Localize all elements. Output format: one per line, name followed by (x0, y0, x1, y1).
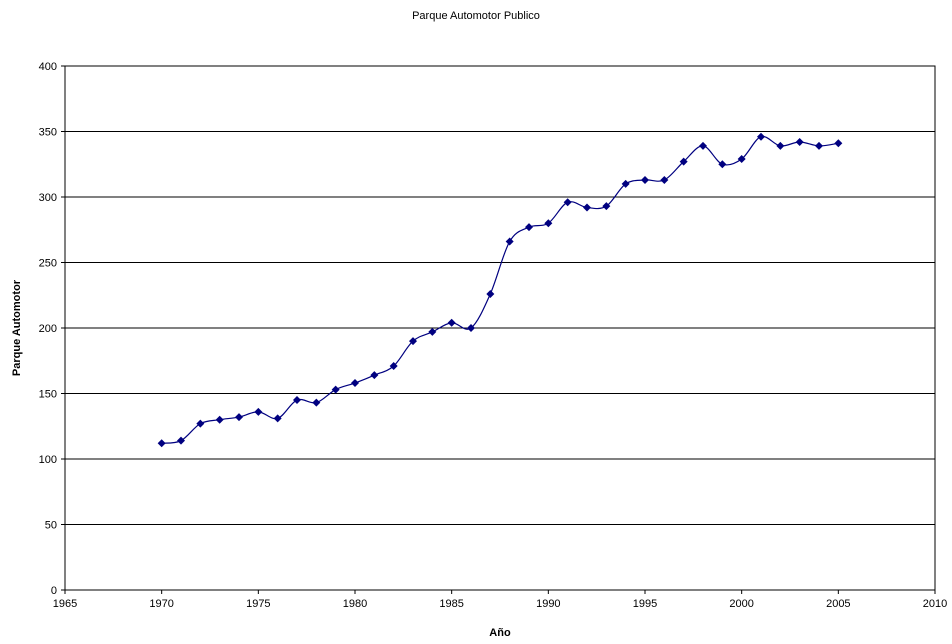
data-point (795, 137, 804, 146)
data-point (834, 139, 843, 148)
data-point (563, 198, 572, 207)
data-point (505, 237, 514, 246)
data-point (815, 141, 823, 150)
data-point (428, 327, 437, 336)
x-tick-label: 2010 (923, 598, 947, 610)
x-tick-label: 2005 (826, 598, 850, 610)
data-point (776, 141, 785, 150)
data-point (235, 413, 243, 422)
data-point (196, 419, 205, 428)
data-point (699, 141, 707, 150)
data-point (583, 203, 591, 212)
y-tick-label: 400 (39, 61, 57, 73)
data-point (641, 175, 649, 184)
y-tick-label: 150 (39, 389, 57, 401)
y-tick-label: 50 (45, 520, 57, 532)
data-point (157, 439, 166, 448)
x-tick-label: 2000 (729, 598, 753, 610)
data-point (525, 223, 533, 232)
data-point (737, 155, 746, 164)
data-point (544, 219, 553, 228)
data-point (331, 385, 340, 394)
data-point (621, 179, 630, 188)
data-point (679, 157, 688, 166)
data-point (757, 132, 765, 141)
x-tick-label: 1975 (246, 598, 270, 610)
x-tick-label: 1995 (633, 598, 657, 610)
chart-title: Parque Automotor Publico (412, 10, 540, 22)
data-point (215, 415, 224, 424)
data-point (312, 398, 321, 407)
data-point (389, 361, 398, 370)
data-point (718, 160, 727, 169)
y-tick-label: 100 (39, 454, 57, 466)
gridlines (65, 131, 935, 525)
data-point (177, 436, 185, 445)
data-point (351, 379, 359, 388)
y-tick-label: 300 (39, 192, 57, 204)
x-tick-label: 1985 (439, 598, 463, 610)
y-tick-label: 350 (39, 127, 57, 139)
data-point (602, 202, 611, 211)
data-point (486, 289, 495, 298)
x-axis-title: Año (489, 627, 511, 639)
data-point (447, 318, 456, 327)
x-tick-label: 1970 (149, 598, 173, 610)
data-point (370, 371, 379, 380)
data-point (273, 414, 282, 423)
x-tick-label: 1980 (343, 598, 367, 610)
x-tick-label: 1965 (53, 598, 77, 610)
data-point (293, 396, 301, 405)
data-point (254, 407, 263, 416)
x-axis-ticks: 1965 1970 1975 1980 1985 1990 1995 2000 2005 2010 (53, 590, 947, 610)
y-axis-ticks: 0 50 100 150 200 250 300 350 400 (39, 61, 65, 597)
data-point (467, 324, 475, 332)
series-group (157, 132, 843, 448)
x-tick-label: 1990 (536, 598, 560, 610)
y-tick-label: 250 (39, 258, 57, 270)
data-point (409, 337, 417, 346)
y-tick-label: 0 (51, 585, 57, 597)
y-axis-title: Parque Automotor (11, 279, 23, 376)
data-point (660, 175, 669, 184)
y-tick-label: 200 (39, 323, 57, 335)
